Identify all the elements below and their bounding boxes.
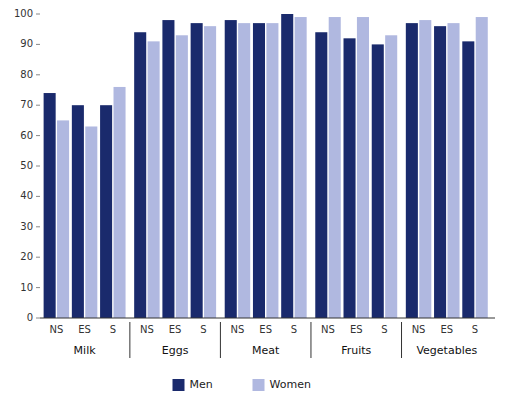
group-label: Milk: [74, 344, 97, 357]
bar: [357, 17, 369, 318]
bar: [85, 126, 97, 318]
bar: [191, 23, 203, 318]
bar: [419, 20, 431, 318]
x-axis-line: [40, 318, 495, 319]
legend-swatch: [253, 379, 265, 391]
y-tick: [36, 14, 40, 15]
bar: [204, 26, 216, 318]
y-tick: [36, 287, 40, 288]
bar: [447, 23, 459, 318]
bar: [162, 20, 174, 318]
x-tick-label: S: [110, 324, 116, 335]
x-tick-label: ES: [440, 324, 453, 335]
bar: [434, 26, 446, 318]
bar: [238, 23, 250, 318]
bar: [295, 17, 307, 318]
y-tick: [36, 74, 40, 75]
y-tick-label: 50: [20, 160, 33, 171]
x-tick-label: S: [200, 324, 206, 335]
group-label: Eggs: [162, 344, 189, 357]
x-tick-label: NS: [49, 324, 63, 335]
bar: [266, 23, 278, 318]
y-tick-label: 100: [14, 8, 33, 19]
y-tick: [36, 226, 40, 227]
y-tick-label: 30: [20, 221, 33, 232]
bar: [225, 20, 237, 318]
group-label: Vegetables: [416, 344, 477, 357]
bar: [100, 105, 112, 318]
y-tick-label: 10: [20, 282, 33, 293]
group-label: Fruits: [341, 344, 371, 357]
x-tick-label: NS: [231, 324, 245, 335]
legend-label: Women: [270, 378, 311, 391]
group-separator: [220, 322, 221, 358]
bar: [148, 41, 160, 318]
chart: 0 10 20 30 40 50 60 70 80 90 100 NS ES S NS ES S NS ES S NS E…: [0, 0, 505, 413]
y-tick: [36, 196, 40, 197]
bar: [372, 44, 384, 318]
y-tick-label: 0: [27, 312, 33, 323]
x-tick-label: S: [381, 324, 387, 335]
y-tick: [36, 166, 40, 167]
bar: [57, 120, 69, 318]
bar: [329, 17, 341, 318]
y-tick-label: 90: [20, 38, 33, 49]
x-tick-label: ES: [350, 324, 363, 335]
x-axis: NS ES S NS ES S NS ES S NS ES S NS ES S Milk Eggs Meat Fru…: [49, 322, 478, 358]
y-tick-label: 60: [20, 130, 33, 141]
y-tick: [36, 318, 40, 319]
x-tick-label: ES: [169, 324, 182, 335]
legend: Men Women: [173, 378, 311, 391]
bar: [462, 41, 474, 318]
x-tick-label: NS: [412, 324, 426, 335]
y-tick-label: 20: [20, 251, 33, 262]
x-tick-label: S: [291, 324, 297, 335]
y-tick: [36, 257, 40, 258]
legend-swatch: [173, 379, 185, 391]
legend-label: Men: [190, 378, 213, 391]
group-separator: [310, 322, 311, 358]
y-tick-label: 70: [20, 99, 33, 110]
y-tick-label: 40: [20, 190, 33, 201]
bar: [476, 17, 488, 318]
y-tick: [36, 135, 40, 136]
y-axis: 0 10 20 30 40 50 60 70 80 90 100: [14, 8, 40, 323]
bar: [134, 32, 146, 318]
group-separator: [401, 322, 402, 358]
bar: [114, 87, 126, 318]
bar: [44, 93, 56, 318]
x-tick-label: ES: [259, 324, 272, 335]
bars: [44, 14, 488, 318]
x-tick-label: ES: [78, 324, 91, 335]
bar: [253, 23, 265, 318]
x-tick-label: NS: [321, 324, 335, 335]
bar: [315, 32, 327, 318]
bar: [281, 14, 293, 318]
y-tick: [36, 105, 40, 106]
group-label: Meat: [252, 344, 280, 357]
group-separator: [129, 322, 130, 358]
bar: [176, 35, 188, 318]
bar: [72, 105, 84, 318]
bar: [344, 38, 356, 318]
bar: [406, 23, 418, 318]
y-tick: [36, 44, 40, 45]
bar: [385, 35, 397, 318]
x-tick-label: NS: [140, 324, 154, 335]
y-tick-label: 80: [20, 69, 33, 80]
x-tick-label: S: [472, 324, 478, 335]
